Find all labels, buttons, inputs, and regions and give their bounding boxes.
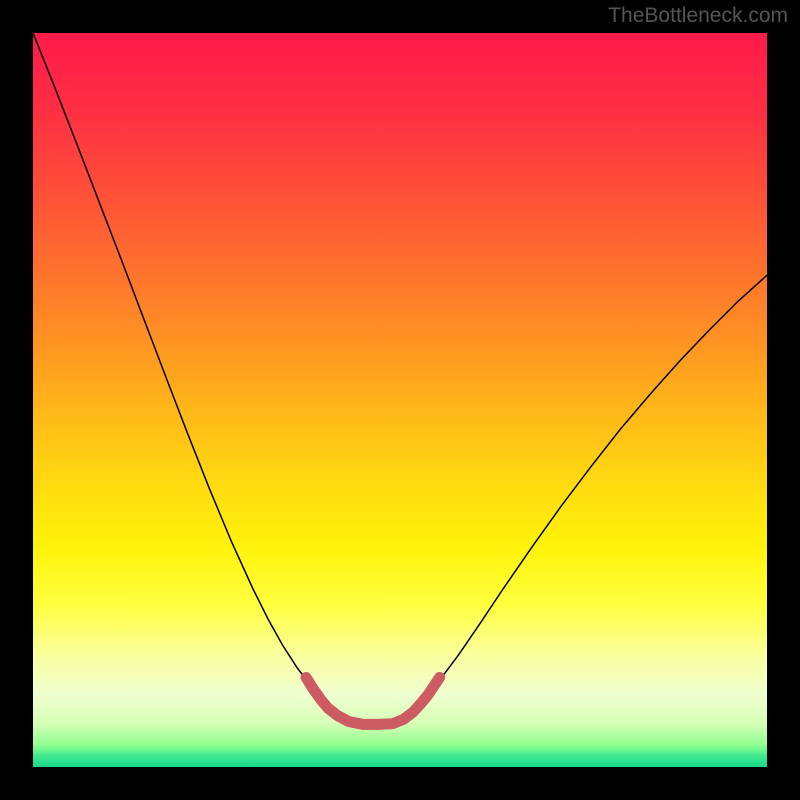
- plot-area: [33, 33, 767, 767]
- watermark-text: TheBottleneck.com: [608, 4, 788, 28]
- bottom-marker: [306, 677, 440, 724]
- chart-svg: [33, 33, 767, 767]
- bottleneck-curve: [33, 33, 767, 721]
